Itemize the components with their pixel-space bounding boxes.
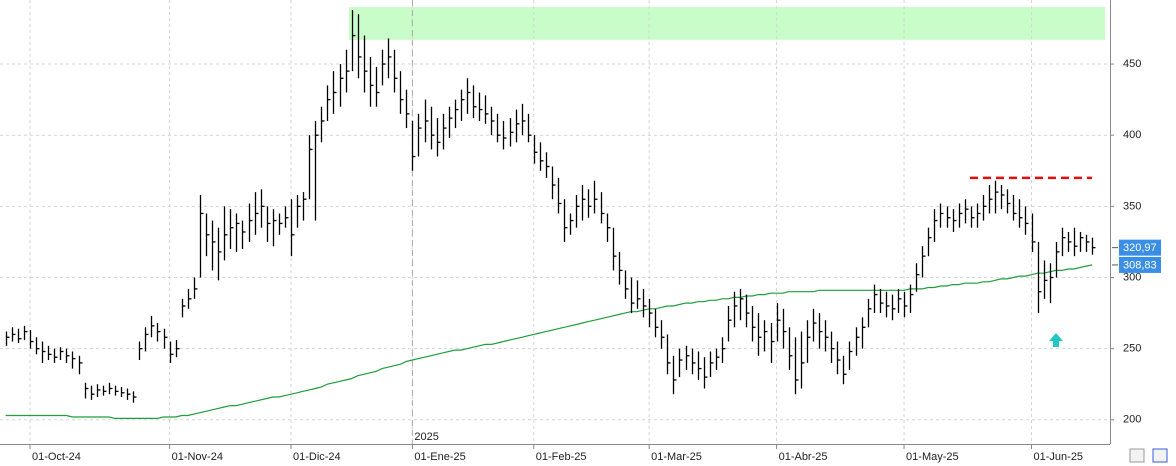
save-icon[interactable] — [1152, 448, 1168, 463]
last-average-label: 308,83 — [1123, 259, 1157, 271]
x-tick-label: 01-Abr-25 — [779, 451, 828, 463]
signal-arrow — [1049, 333, 1063, 347]
y-tick-label: 400 — [1123, 129, 1141, 141]
x-tick-label: 01-Oct-24 — [32, 451, 81, 463]
last-average-box — [1119, 256, 1161, 273]
x-tick-label: 01-Feb-25 — [536, 451, 587, 463]
x-tick-label: 01-Ene-25 — [414, 451, 465, 463]
x-tick-label: 01-May-25 — [906, 451, 959, 463]
year-label: 2025 — [414, 431, 438, 443]
y-tick-label: 200 — [1123, 414, 1141, 426]
y-tick-label: 350 — [1123, 200, 1141, 212]
plot-layer: 2025 — [0, 0, 1110, 444]
y-tick-label: 450 — [1123, 58, 1141, 70]
last-close-box — [1119, 239, 1161, 256]
x-tick-label: 01-Dic-24 — [293, 451, 341, 463]
y-tick-label: 250 — [1123, 343, 1141, 355]
y-tick-label: 300 — [1123, 271, 1141, 283]
x-tick-label: 01-Mar-25 — [651, 451, 702, 463]
toolbar-icon[interactable] — [1129, 448, 1145, 463]
last-close-label: 320,97 — [1123, 242, 1157, 254]
x-tick-label: 01-Jun-25 — [1034, 451, 1084, 463]
highlight-band — [349, 7, 1105, 40]
x-tick-label: 01-Nov-24 — [172, 451, 223, 463]
